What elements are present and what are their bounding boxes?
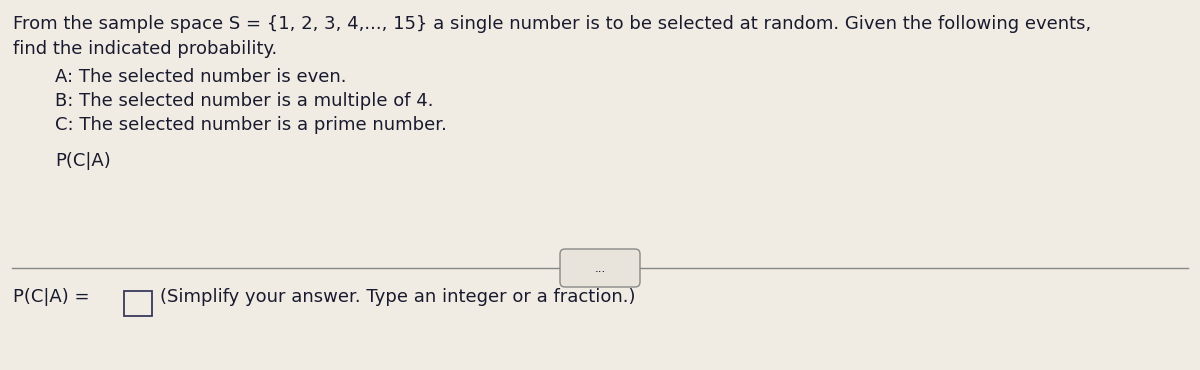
Text: A: The selected number is even.: A: The selected number is even.	[55, 68, 347, 86]
FancyBboxPatch shape	[124, 291, 152, 316]
Text: P(C|A) =: P(C|A) =	[13, 288, 95, 306]
FancyBboxPatch shape	[560, 249, 640, 287]
Text: (Simplify your answer. Type an integer or a fraction.): (Simplify your answer. Type an integer o…	[160, 288, 636, 306]
Text: B: The selected number is a multiple of 4.: B: The selected number is a multiple of …	[55, 92, 433, 110]
Text: find the indicated probability.: find the indicated probability.	[13, 40, 277, 58]
Text: From the sample space S = {1, 2, 3, 4,..., 15} a single number is to be selected: From the sample space S = {1, 2, 3, 4,..…	[13, 15, 1091, 33]
Text: ...: ...	[594, 262, 606, 275]
Text: C: The selected number is a prime number.: C: The selected number is a prime number…	[55, 116, 446, 134]
Text: P(C|A): P(C|A)	[55, 152, 110, 170]
